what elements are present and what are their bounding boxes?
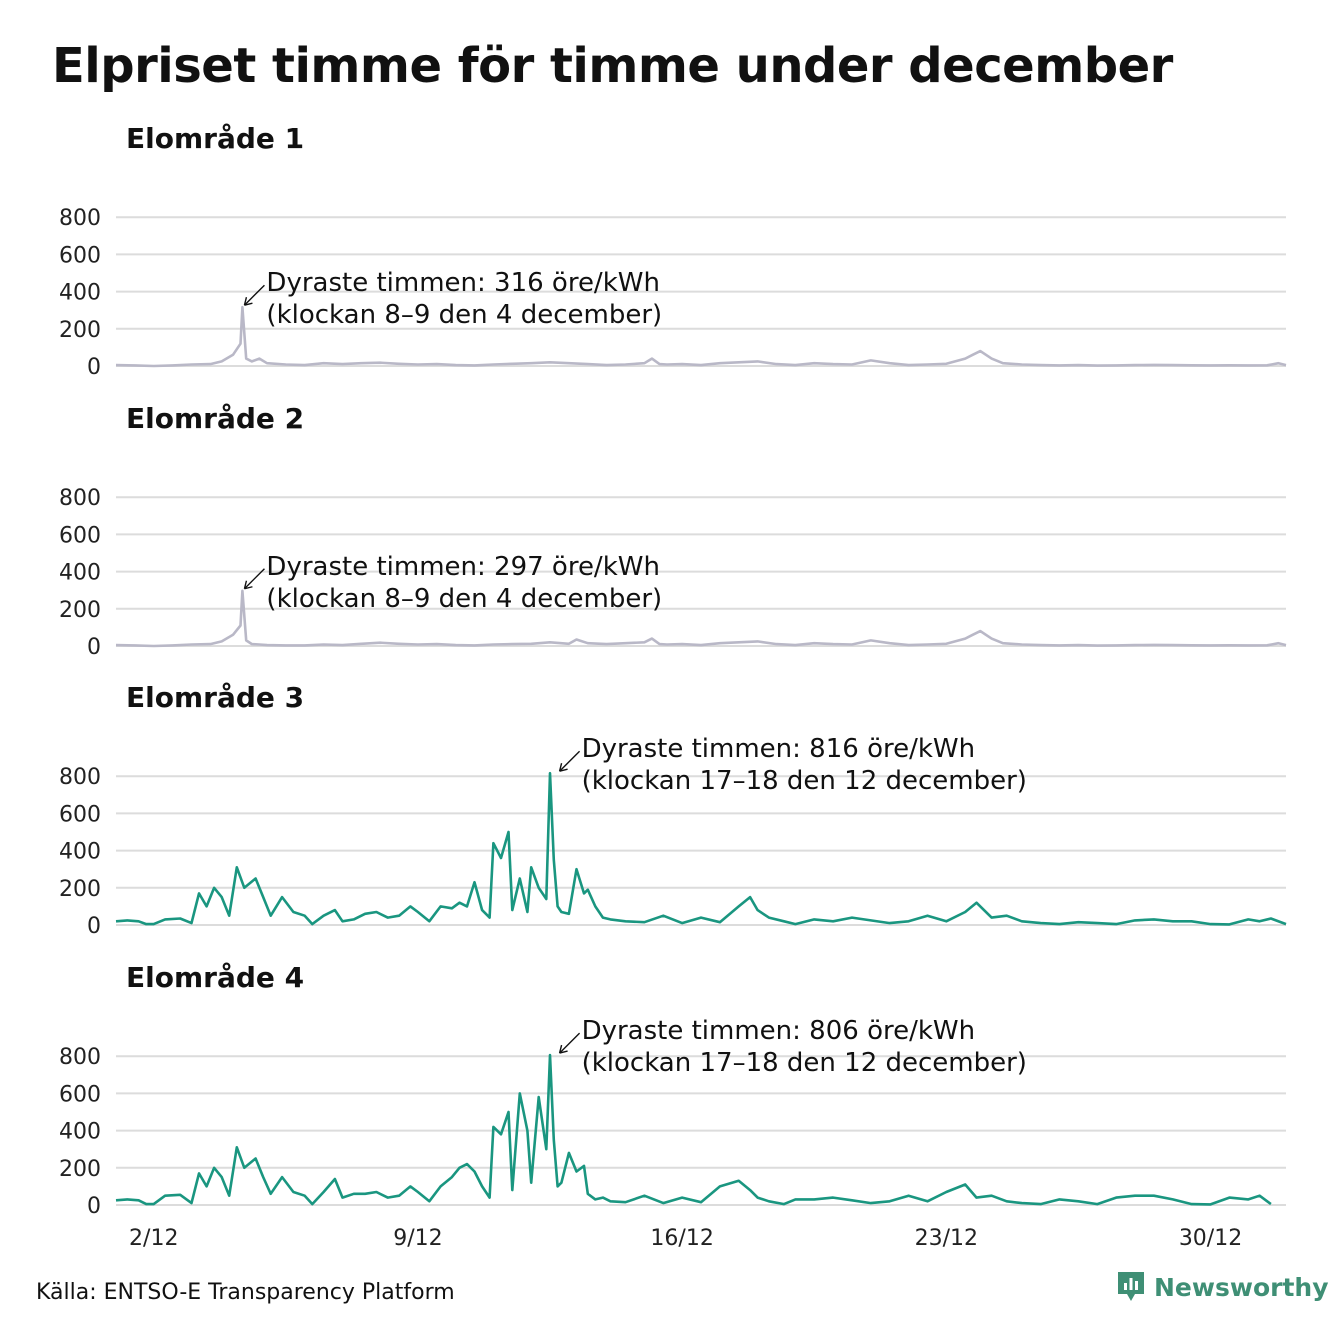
y-tick-label: 600 (59, 243, 101, 268)
panel-title-elomrade-1: Elområde 1 (126, 122, 305, 155)
price-line-series (115, 771, 1287, 926)
y-tick-label: 600 (59, 523, 101, 548)
y-tick-label: 800 (59, 765, 101, 790)
x-tick-label: 30/12 (1179, 1226, 1242, 1251)
annotation-arrowhead (558, 1044, 568, 1054)
annotation-arrowhead (558, 763, 568, 772)
y-tick-label: 200 (59, 318, 101, 343)
x-tick-label: 16/12 (650, 1226, 713, 1251)
y-tick-label: 400 (59, 840, 101, 865)
y-tick-label: 0 (87, 1194, 101, 1219)
annotation-line1: Dyraste timmen: 816 öre/kWh (582, 734, 976, 764)
annotation-line1: Dyraste timmen: 297 öre/kWh (266, 552, 660, 582)
annotation-pointer (243, 284, 265, 306)
y-tick-label: 800 (59, 486, 101, 511)
x-tick-label: 9/12 (393, 1226, 442, 1251)
annotation-line1: Dyraste timmen: 316 öre/kWh (266, 268, 660, 298)
annotation-line2: (klockan 8–9 den 4 december) (266, 584, 662, 614)
price-line-series (115, 589, 1287, 648)
y-tick-label: 600 (59, 1082, 101, 1107)
x-tick-label: 2/12 (129, 1226, 178, 1251)
y-tick-label: 0 (87, 914, 101, 939)
brand-name: Newsworthy (1154, 1272, 1329, 1302)
annotation-line2: (klockan 17–18 den 12 december) (582, 766, 1027, 796)
y-tick-label: 800 (59, 1045, 101, 1070)
y-tick-label: 400 (59, 281, 101, 306)
y-tick-label: 200 (59, 598, 101, 623)
newsworthy-logo-icon (1118, 1272, 1144, 1301)
y-tick-label: 600 (59, 802, 101, 827)
annotation-pointer (559, 750, 581, 772)
annotation-pointer (559, 1032, 581, 1054)
y-tick-label: 400 (59, 1120, 101, 1145)
annotation-line1: Dyraste timmen: 806 öre/kWh (582, 1016, 976, 1046)
annotation-line2: (klockan 17–18 den 12 december) (582, 1048, 1027, 1078)
panel-title-elomrade-4: Elområde 4 (126, 961, 305, 994)
x-tick-label: 23/12 (915, 1226, 978, 1251)
price-line-series (115, 305, 1287, 368)
price-line-series (115, 1053, 1272, 1206)
annotation-pointer (243, 568, 265, 590)
annotation-line2: (klockan 8–9 den 4 december) (266, 300, 662, 330)
y-tick-label: 200 (59, 877, 101, 902)
panel-title-elomrade-2: Elområde 2 (126, 402, 305, 435)
y-tick-label: 800 (59, 206, 101, 231)
annotation-arrowhead (243, 580, 253, 590)
y-tick-label: 200 (59, 1157, 101, 1182)
brand-logo[interactable]: Newsworthy (1116, 1270, 1329, 1304)
y-tick-label: 400 (59, 561, 101, 586)
annotation-arrowhead (243, 297, 253, 306)
source-note: Källa: ENTSO-E Transparency Platform (36, 1280, 455, 1305)
y-tick-label: 0 (87, 635, 101, 660)
y-tick-label: 0 (87, 355, 101, 380)
page-title: Elpriset timme för timme under december (52, 38, 1173, 94)
panel-title-elomrade-3: Elområde 3 (126, 681, 305, 714)
